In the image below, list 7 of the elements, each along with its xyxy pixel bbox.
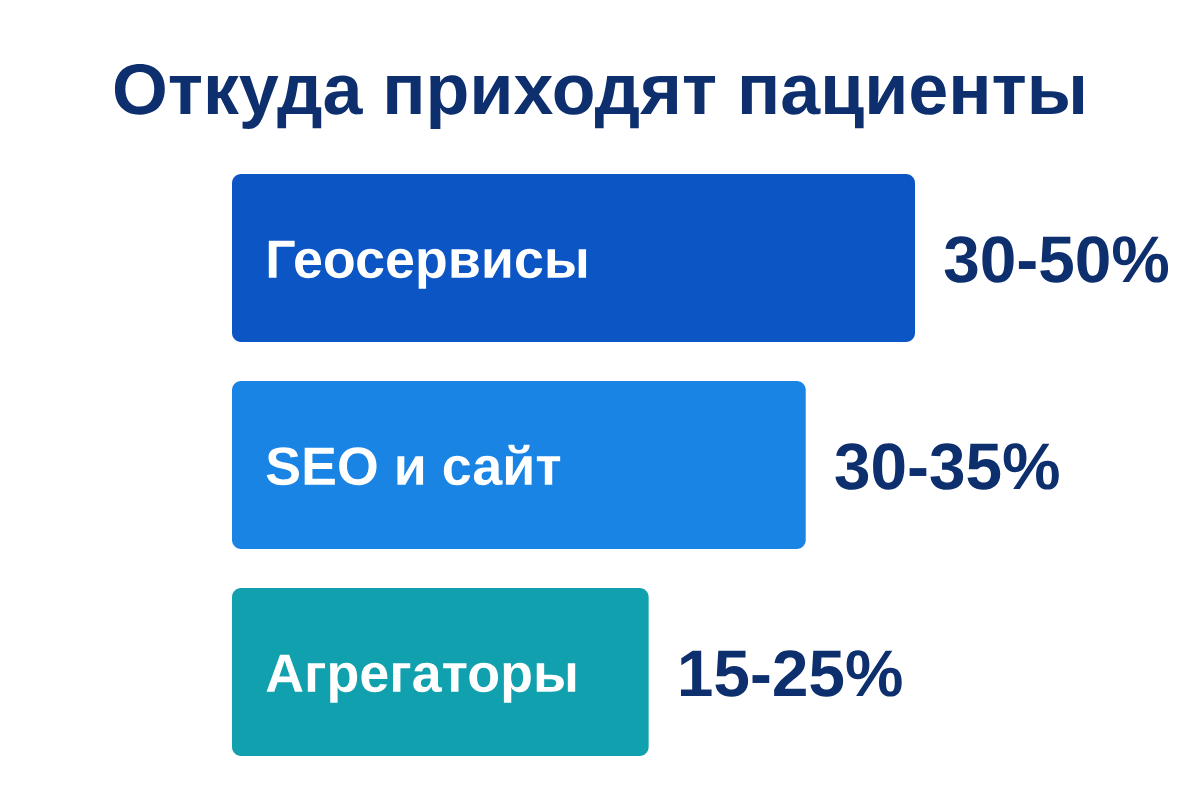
y-tick-label: Агрегаторы [266, 654, 576, 703]
annotation: 30-50% [944, 236, 1169, 283]
annotation: 15-25% [680, 650, 902, 697]
annotation: 30-35% [835, 443, 1059, 490]
y-tick-label: Геосервисы [268, 240, 587, 289]
chart-title: Откуда приходят пациенты [114, 63, 1083, 129]
y-tick-label: SEO и сайт [266, 444, 561, 486]
